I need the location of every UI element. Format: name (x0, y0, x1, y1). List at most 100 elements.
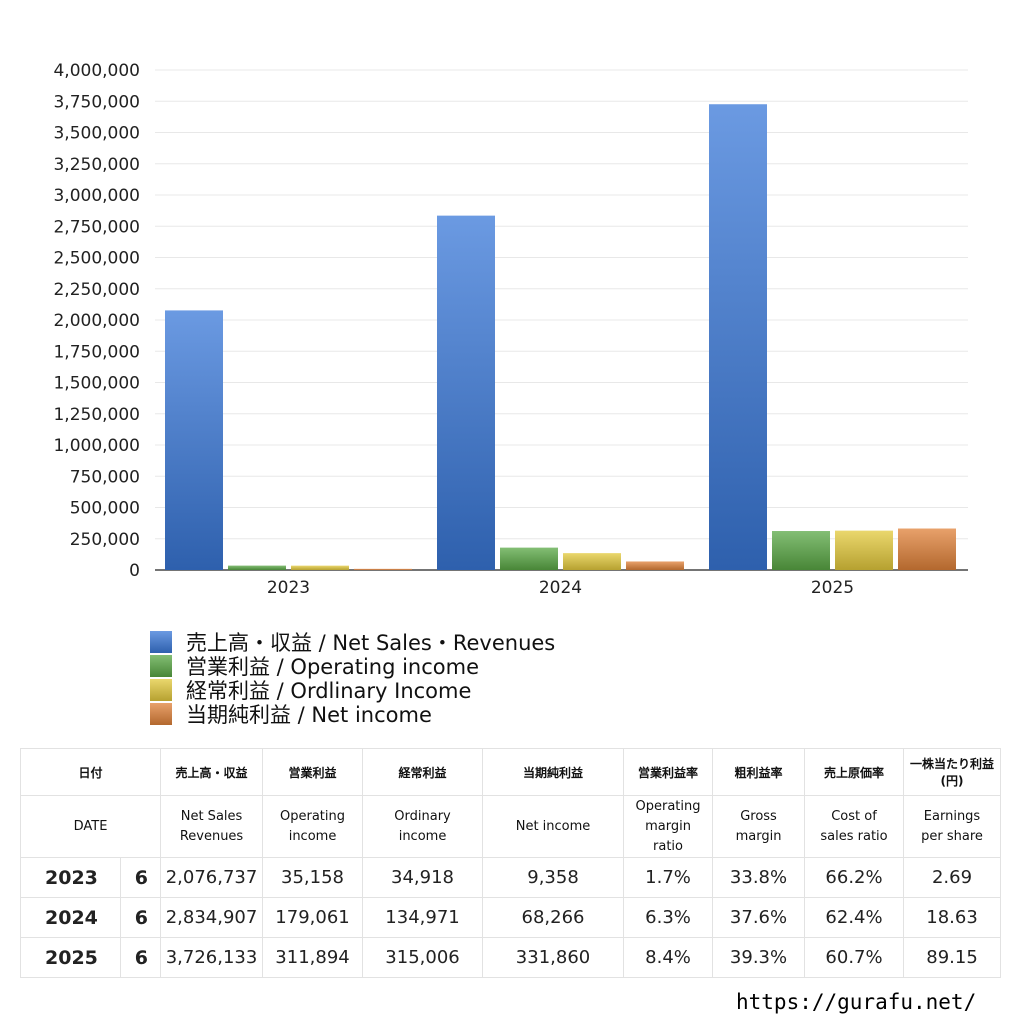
table-row: 2023 6 2,076,737 35,158 34,918 9,358 1.7% 33.8%… (20, 857, 1002, 898)
x-tick-label: 2024 (539, 578, 582, 598)
value-cell: 331,860 (482, 937, 625, 978)
value-cell: 35,158 (262, 857, 364, 898)
y-tick-label: 4,000,000 (53, 61, 140, 81)
bar-chart: 0 250,000 500,000 750,000 1,000,000 1,250,000… (53, 61, 968, 598)
bar-2024-3 (563, 553, 621, 570)
value-cell: 37.6% (712, 897, 806, 938)
bar-2023-3 (291, 565, 349, 570)
y-tick-label: 3,500,000 (53, 124, 140, 144)
value-cell: 311,894 (262, 937, 364, 978)
data-table: 日付 売上高・収益 営業利益 経常利益 当期純利益 営業利益率 粗利益率 売上原価率 一株当たり… (19, 748, 1002, 978)
header-cell: DATE (19, 795, 162, 858)
y-tick-label: 2,000,000 (53, 311, 140, 331)
y-tick-label: 1,000,000 (53, 436, 140, 456)
header-cell: 売上原価率 (804, 748, 905, 796)
bar-2024-1 (437, 215, 495, 570)
y-tick-label: 2,750,000 (53, 217, 140, 237)
legend-label: 営業利益 / Operating income (186, 655, 480, 679)
value-cell: 68,266 (482, 897, 625, 938)
bar-2025-2 (772, 531, 830, 570)
header-cell: 営業利益率 (623, 748, 714, 796)
y-tick-label: 1,250,000 (53, 405, 140, 425)
legend-label: 経常利益 / Ordlinary Income (186, 679, 472, 703)
bar-2024-4 (626, 561, 684, 570)
bar-2025-1 (709, 104, 767, 571)
month-cell: 6 (119, 857, 162, 898)
value-cell: 179,061 (262, 897, 364, 938)
y-tick-label: 3,750,000 (53, 92, 140, 112)
value-cell: 33.8% (712, 857, 806, 898)
header-cell: 営業利益 (262, 748, 364, 796)
x-tick-label: 2025 (811, 578, 854, 598)
x-tick-label: 2023 (267, 578, 310, 598)
header-cell: Operating income (262, 795, 364, 858)
legend-swatch (150, 679, 172, 701)
legend-swatch (150, 631, 172, 653)
legend-swatch (150, 655, 172, 677)
legend-item: 経常利益 / Ordlinary Income (150, 678, 555, 703)
table-row: 2024 6 2,834,907 179,061 134,971 68,266 6.3% 37… (20, 897, 1002, 938)
legend-label: 当期純利益 / Net income (186, 703, 432, 727)
month-cell: 6 (119, 937, 162, 978)
value-cell: 6.3% (623, 897, 714, 938)
header-cell: Gross margin (712, 795, 806, 858)
header-cell: 売上高・収益 (160, 748, 264, 796)
bar-2023-4 (354, 568, 412, 570)
value-cell: 2,076,737 (160, 857, 264, 898)
year-cell: 2023 (20, 857, 121, 898)
year-cell: 2025 (20, 937, 121, 978)
bar-2023-2 (228, 565, 286, 570)
value-cell: 8.4% (623, 937, 714, 978)
header-row: 日付 売上高・収益 営業利益 経常利益 当期純利益 営業利益率 粗利益率 売上原価率 一株当たり… (19, 748, 1002, 796)
header-cell: Cost of sales ratio (804, 795, 905, 858)
bar-2025-3 (835, 530, 893, 570)
table-row: 2025 6 3,726,133 311,894 315,006 331,860 8.4% 3… (20, 937, 1002, 978)
header-row: DATE Net Sales Revenues Operating income Ordi… (19, 795, 1002, 858)
value-cell: 2.69 (903, 857, 1002, 898)
legend-swatch (150, 703, 172, 725)
legend-item: 売上高・収益 / Net Sales・Revenues (150, 630, 556, 655)
y-tick-label: 1,750,000 (53, 342, 140, 362)
y-tick-label: 250,000 (70, 530, 140, 550)
header-cell: 経常利益 (362, 748, 484, 796)
y-tick-label: 2,250,000 (53, 280, 140, 300)
legend-item: 当期純利益 / Net income (150, 702, 555, 727)
header-cell: Earnings per share (903, 795, 1002, 858)
y-tick-label: 2,500,000 (53, 249, 140, 269)
site-url: https://gurafu.net/ (736, 990, 977, 1014)
y-tick-label: 3,000,000 (53, 186, 140, 206)
legend-label: 売上高・収益 / Net Sales・Revenues (186, 631, 556, 655)
header-cell: Net Sales Revenues (160, 795, 264, 858)
bar-2025-4 (898, 528, 956, 570)
header-cell: 日付 (19, 748, 162, 796)
bar-2024-2 (500, 547, 558, 570)
month-cell: 6 (119, 897, 162, 938)
header-cell: 一株当たり利益 (円) (903, 748, 1002, 796)
value-cell: 18.63 (903, 897, 1002, 938)
value-cell: 39.3% (712, 937, 806, 978)
y-tick-label: 0 (129, 561, 140, 581)
value-cell: 3,726,133 (160, 937, 264, 978)
header-cell: 当期純利益 (482, 748, 625, 796)
value-cell: 9,358 (482, 857, 625, 898)
y-tick-label: 500,000 (70, 499, 140, 519)
value-cell: 1.7% (623, 857, 714, 898)
header-cell: 粗利益率 (712, 748, 806, 796)
value-cell: 315,006 (362, 937, 484, 978)
header-cell: Net income (482, 795, 625, 858)
value-cell: 34,918 (362, 857, 484, 898)
value-cell: 89.15 (903, 937, 1002, 978)
value-cell: 66.2% (804, 857, 905, 898)
header-cell: Ordinary income (362, 795, 484, 858)
legend-item: 営業利益 / Operating income (150, 654, 555, 679)
value-cell: 134,971 (362, 897, 484, 938)
y-tick-label: 750,000 (70, 467, 140, 487)
header-cell: Operating margin ratio (623, 795, 714, 858)
year-cell: 2024 (20, 897, 121, 938)
y-tick-label: 1,500,000 (53, 374, 140, 394)
bar-2023-1 (165, 310, 223, 570)
legend: 売上高・収益 / Net Sales・Revenues 営業利益 / Operat… (150, 630, 556, 727)
value-cell: 60.7% (804, 937, 905, 978)
value-cell: 2,834,907 (160, 897, 264, 938)
y-tick-label: 3,250,000 (53, 155, 140, 175)
